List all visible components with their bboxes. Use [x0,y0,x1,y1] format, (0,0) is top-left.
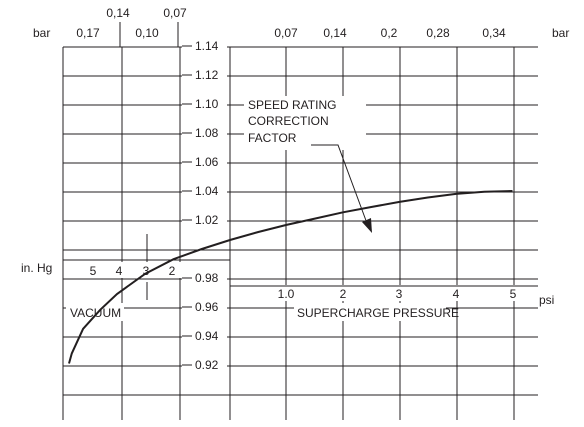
factor-tick-bg [182,95,227,113]
bar-tick-label: 0,14 [106,6,130,20]
axis-tick-label: 2 [340,287,347,301]
bar-tick-label: 0,17 [76,26,100,40]
factor-tick-label: 1.12 [195,68,219,82]
factor-tick-label: 1.06 [195,155,219,169]
supercharge-label: SUPERCHARGE PRESSURE [297,306,459,320]
axis-tick-label: 1.0 [278,287,295,301]
bar-unit-left: bar [33,26,50,40]
axis-tick-label: 5 [510,287,517,301]
annotation-line-2: CORRECTION [248,114,329,128]
bar-tick-label: 0,10 [135,26,159,40]
factor-tick-label: 1.08 [195,126,219,140]
factor-tick-bg [182,153,227,171]
annotation-bg [244,96,366,150]
psi-inhg-ticks: 5 4 3 2 1.0 2 3 4 5 [63,234,538,301]
factor-tick-bg [182,124,227,142]
factor-tick-bg [182,182,227,200]
factor-tick-label: 0.94 [195,329,219,343]
axis-tick-label: 2 [169,264,176,278]
annotation-arrowhead [362,218,372,233]
bar-unit-right: bar [552,26,569,40]
bar-tick-label: 0,34 [482,26,506,40]
factor-tick-bg [182,66,227,84]
factor-tick-bg [182,37,227,55]
factor-tick-bg [182,211,227,229]
factor-tick-bg [182,356,227,374]
factor-tick-label: 1.14 [195,39,219,53]
vacuum-label-bg [66,303,124,321]
psi-unit-label: psi [539,293,554,307]
inhg-unit-label: in. Hg [21,261,52,275]
annotation-leader-line [311,144,369,227]
annotation-line-1: SPEED RATING [248,98,336,112]
vacuum-label: VACUUM [70,306,121,320]
factor-tick-label: 1.04 [195,184,219,198]
axis-tick-label: 4 [453,287,460,301]
bar-tick-label: 0,07 [274,26,298,40]
axis-tick-label: 4 [116,264,123,278]
factor-tick-label: 1.02 [195,213,219,227]
factor-tick-bg [182,298,227,316]
factor-ticks: 1.14 1.12 1.10 1.08 1.06 1.04 1.02 0.98 0.96 0.94… [182,37,227,374]
axis-tick-label: 5 [90,264,97,278]
bar-tick-label: 0,28 [426,26,450,40]
correction-factor-curve [68,190,513,364]
factor-tick-label: 0.98 [195,271,219,285]
factor-tick-bg [182,327,227,345]
factor-tick-label: 1.10 [195,97,219,111]
bar-tick-label: 0,07 [163,6,187,20]
supercharge-label-bg [294,303,446,321]
axis-tick-label: 3 [143,264,150,278]
factor-tick-bg [182,269,227,287]
axis-tick-label: 3 [396,287,403,301]
bar-tick-label: 0,2 [381,26,398,40]
factor-tick-label: 0.92 [195,358,219,372]
bar-ticks: 0,17 0,14 0,10 0,07 0,07 0,14 0,2 0,28 0,34 [76,6,506,47]
bar-tick-label: 0,14 [323,26,347,40]
factor-tick-label: 0.96 [195,300,219,314]
psi-tick-bg [272,285,526,301]
inhg-tick-bg [82,262,182,278]
annotation-line-3: FACTOR [248,131,297,145]
